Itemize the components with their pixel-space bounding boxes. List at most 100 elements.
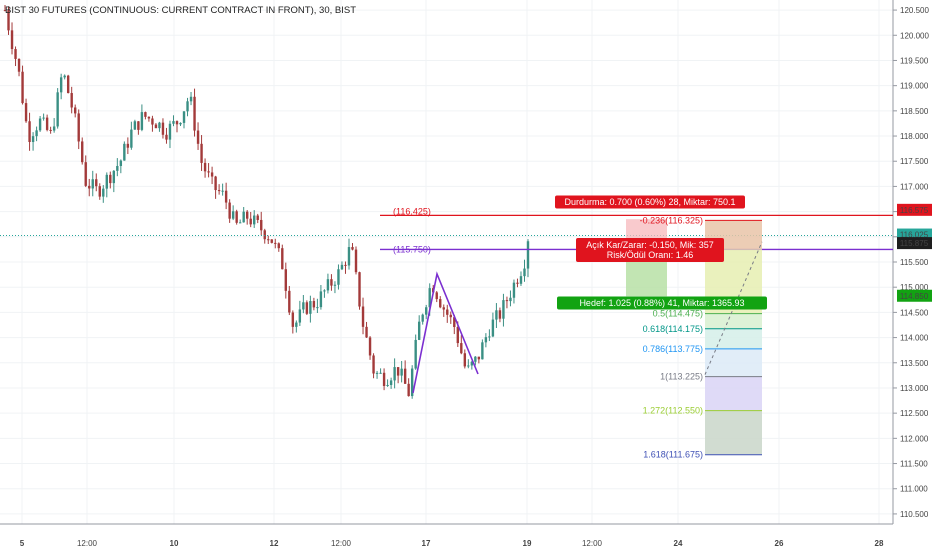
candle-body [526, 241, 530, 269]
candle-body [31, 136, 35, 143]
y-tick-label: 120.500 [900, 6, 929, 15]
candle-body [403, 368, 407, 384]
candle-body [288, 290, 291, 313]
candle-body [323, 290, 326, 292]
candle-body [358, 272, 361, 307]
y-tick-label: 119.500 [900, 56, 929, 65]
y-tick-label: 112.500 [900, 409, 929, 418]
candle-body [347, 247, 351, 266]
candle-body [421, 314, 424, 322]
target-annotation-text: Hedef: 1.025 (0.88%) 41, Miktar: 1365.93 [579, 298, 744, 308]
candle-body [112, 170, 116, 184]
x-tick-label: 12 [270, 539, 279, 548]
candle-body [305, 302, 309, 314]
harmonic-pattern-line [412, 271, 479, 394]
candle-body [260, 219, 263, 231]
candle-body [512, 282, 516, 298]
candle-body [28, 121, 31, 143]
fib-level-label: -0.236(116.325) [640, 215, 703, 225]
fib-level-label: 0.5(114.475) [653, 309, 703, 319]
candle-body [379, 372, 382, 374]
y-tick-label: 110.500 [900, 510, 929, 519]
candle-body [196, 130, 200, 144]
candle-body [98, 186, 101, 197]
candle-body [151, 118, 154, 125]
x-tick-label: 10 [170, 539, 179, 548]
candle-body [182, 111, 186, 123]
candle-body [498, 310, 502, 319]
candle-body [270, 239, 273, 243]
candle-body [238, 222, 242, 224]
fib-level-label: 1.272(112.550) [643, 406, 703, 416]
y-tick-label: 111.500 [900, 460, 928, 469]
candle-body [256, 215, 259, 220]
x-tick-label: 5 [20, 539, 25, 548]
candle-body [330, 279, 333, 286]
candle-body [56, 92, 59, 127]
candle-body [228, 202, 231, 219]
y-tick-label: 115.500 [900, 258, 929, 267]
fib-level-label: 0.786(113.775) [643, 344, 703, 354]
candle-body [368, 337, 372, 356]
candle-body [309, 301, 312, 314]
entry-annotation: Açık Kar/Zarar: -0.150, Mik: 357Risk/Ödü… [576, 238, 724, 262]
x-tick-label: 12:00 [77, 539, 98, 548]
candle-body [396, 367, 400, 376]
fib-zone [705, 313, 762, 329]
candle-body [393, 367, 396, 381]
candle-body [77, 113, 80, 142]
candle-body [249, 218, 252, 225]
candle-body [214, 176, 217, 191]
fib-zone [705, 410, 762, 455]
candle-body [165, 134, 168, 140]
candle-body [49, 129, 52, 131]
candle-body [147, 116, 151, 119]
x-tick-label: 26 [775, 539, 784, 548]
candle-body [263, 230, 266, 240]
candle-body [467, 365, 470, 367]
candle-body [52, 126, 56, 131]
y-tick-label: 118.000 [900, 132, 929, 141]
stop-annotation-bg [555, 195, 745, 209]
candle-body [407, 383, 410, 397]
candle-body [17, 58, 21, 72]
candle-body [245, 211, 249, 219]
axis-price-badge-label: 116.575 [900, 206, 929, 215]
y-tick-label: 117.000 [900, 182, 929, 191]
candle-body [21, 71, 24, 104]
candle-body [326, 279, 330, 291]
y-tick-label: 119.000 [900, 82, 929, 91]
candle-body [74, 107, 77, 114]
candle-body [439, 299, 442, 308]
candle-body [207, 171, 210, 173]
y-tick-label: 114.500 [900, 308, 929, 317]
fib-zone [705, 328, 762, 349]
candle-body [105, 174, 108, 189]
candles [3, 4, 530, 399]
candle-body [435, 292, 438, 300]
candle-body [59, 77, 63, 93]
candle-body [38, 118, 42, 131]
candle-body [474, 356, 477, 362]
candle-body [295, 322, 298, 327]
axis-price-badge [897, 203, 932, 216]
candle-body [417, 321, 421, 340]
stop-annotation: Durdurma: 0.700 (0.60%) 28, Miktar: 750.… [555, 195, 745, 209]
candle-body [274, 242, 277, 244]
candle-body [66, 75, 70, 94]
axis-price-badge [897, 289, 932, 302]
candle-body [446, 309, 449, 315]
candle-body [298, 309, 302, 323]
axis-price-badge-label: 115.875 [900, 239, 929, 248]
candle-body [140, 112, 144, 130]
x-tick-label: 12:00 [582, 539, 603, 548]
axis-price-badge-label: 114.850 [900, 292, 929, 301]
candle-body [516, 282, 519, 284]
y-tick-label: 114.000 [900, 334, 929, 343]
y-tick-label: 115.000 [900, 283, 929, 292]
candle-body [410, 368, 414, 397]
candle-body [168, 123, 172, 140]
x-tick-label: 17 [422, 539, 431, 548]
candle-body [126, 143, 130, 148]
